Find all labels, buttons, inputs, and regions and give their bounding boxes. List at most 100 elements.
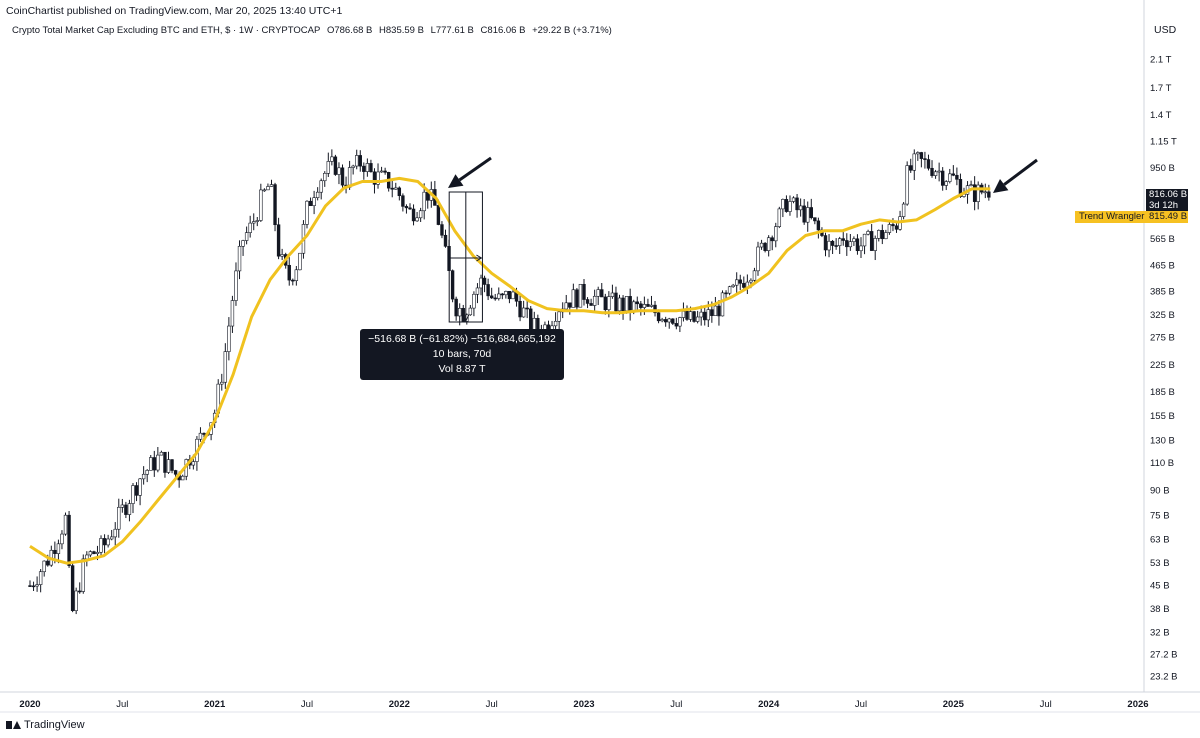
- candle-body: [837, 238, 842, 247]
- candle-body: [415, 217, 419, 222]
- candle-body: [752, 270, 757, 281]
- candle-body: [933, 171, 938, 176]
- candle-body: [99, 538, 103, 553]
- candle-body: [674, 323, 679, 327]
- candle-body: [695, 316, 700, 322]
- candle-body: [919, 152, 924, 159]
- measure-tooltip: −516.68 B (−61.82%) −516,684,665,192 10 …: [360, 329, 564, 380]
- candle-body: [259, 189, 263, 221]
- candle-body: [738, 279, 742, 284]
- ohlc-open: O786.68 B: [326, 25, 373, 36]
- candle-body: [31, 585, 36, 588]
- candle-body: [756, 246, 760, 272]
- candle-body: [280, 254, 284, 257]
- candle-body: [70, 565, 75, 611]
- candle-body: [784, 199, 789, 212]
- candle-body: [362, 165, 366, 172]
- candle-body: [983, 191, 987, 194]
- candle-body: [763, 242, 767, 251]
- candle-body: [262, 189, 267, 192]
- tooltip-line-1: −516.68 B (−61.82%) −516,684,665,192: [368, 333, 556, 345]
- y-tick-label: 465 B: [1150, 261, 1175, 272]
- candle-body: [578, 283, 583, 308]
- candle-body: [237, 245, 242, 272]
- candle-body: [926, 159, 931, 169]
- candle-body: [848, 241, 853, 248]
- tradingview-logo[interactable]: TradingView: [6, 719, 85, 731]
- candle-body: [255, 220, 259, 222]
- y-tick-label: 325 B: [1150, 310, 1175, 321]
- candle-body: [124, 504, 128, 515]
- ohlc-close: C816.06 B: [480, 25, 526, 36]
- brand-name: TradingView: [24, 719, 85, 731]
- candle-body: [592, 295, 597, 306]
- candle-body: [720, 292, 725, 317]
- candle-body: [642, 304, 647, 308]
- x-tick-label: Jul: [116, 699, 128, 710]
- candle-body: [617, 297, 622, 312]
- candle-body: [951, 173, 956, 176]
- candle-body: [60, 533, 64, 545]
- candle-body: [305, 200, 309, 225]
- candle-body: [806, 207, 810, 223]
- bar-countdown-label: 3d 12h: [1146, 200, 1188, 211]
- candle-body: [795, 197, 799, 211]
- candle-body: [621, 297, 625, 312]
- candle-body: [109, 536, 114, 540]
- candle-body: [610, 292, 615, 297]
- candle-body: [170, 459, 174, 471]
- candle-body: [486, 284, 490, 297]
- candle-body: [944, 181, 948, 186]
- candle-body: [688, 311, 693, 320]
- candle-body: [511, 291, 515, 300]
- candle-body: [969, 184, 973, 187]
- candle-body: [35, 584, 39, 587]
- candle-body: [493, 297, 497, 300]
- candle-body: [330, 156, 334, 162]
- candle-body: [521, 307, 526, 318]
- candle-body: [369, 163, 373, 173]
- candle-body: [735, 279, 739, 286]
- y-tick-label: 155 B: [1150, 411, 1175, 422]
- candle-body: [326, 161, 331, 174]
- arrow-2025-current-head: [993, 179, 1009, 193]
- candle-body: [614, 292, 618, 312]
- candle-body: [440, 224, 444, 236]
- x-tick-label: 2022: [389, 699, 410, 710]
- candle-body: [166, 459, 171, 473]
- y-tick-label: 1.7 T: [1150, 83, 1172, 94]
- candle-body: [717, 305, 721, 317]
- candle-body: [138, 478, 142, 496]
- candle-body: [223, 351, 228, 383]
- candle-body: [855, 238, 860, 252]
- candle-body: [788, 201, 792, 212]
- y-tick-label: 32 B: [1150, 627, 1170, 638]
- candle-body: [568, 302, 572, 308]
- y-tick-label: 2.1 T: [1150, 54, 1172, 65]
- candle-body: [92, 551, 96, 555]
- candle-body: [916, 152, 920, 155]
- x-tick-label: 2021: [204, 699, 226, 710]
- candle-body: [113, 528, 117, 538]
- candle-body: [923, 158, 927, 160]
- x-tick-label: Jul: [855, 699, 867, 710]
- candle-body: [845, 240, 849, 248]
- candle-body: [198, 432, 203, 440]
- currency-label[interactable]: USD: [1154, 24, 1177, 36]
- candle-body: [315, 191, 320, 198]
- y-axis[interactable]: 2.1 T 1.7 T 1.4 T 1.15 T 950 B 565 B 465 B 385 …: [1150, 54, 1177, 682]
- annotations-group: [448, 156, 1038, 323]
- candle-body: [67, 514, 71, 566]
- candle-body: [397, 187, 402, 197]
- candle-body: [603, 296, 608, 311]
- candle-body: [266, 186, 270, 191]
- y-tick-label: 1.15 T: [1150, 137, 1177, 148]
- candle-body: [117, 506, 121, 530]
- candle-body: [489, 295, 494, 299]
- x-axis[interactable]: 2020 Jul 2021 Jul 2022 Jul 2023 Jul 2024 Jul 2025 J…: [19, 699, 1148, 710]
- candle-body: [269, 184, 274, 187]
- candle-body: [905, 165, 909, 205]
- candle-body: [422, 191, 426, 212]
- candle-body: [145, 469, 149, 475]
